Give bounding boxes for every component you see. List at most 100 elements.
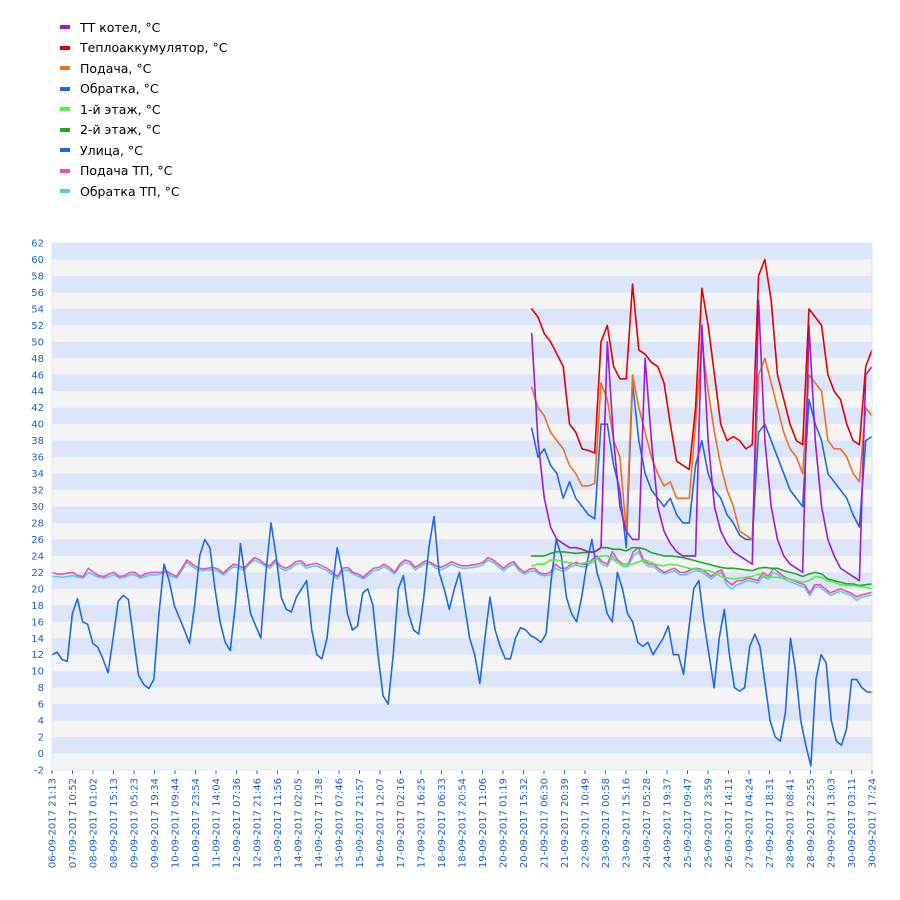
x-tick-label: 10-09-2017 23:54 bbox=[191, 778, 202, 868]
y-tick-label: 36 bbox=[31, 453, 44, 464]
legend-label: 1-й этаж, °С bbox=[80, 101, 161, 117]
legend-item: Теплоаккумулятор, °С bbox=[60, 38, 227, 59]
legend-label: Обратка, °С bbox=[80, 81, 159, 97]
grid-band bbox=[52, 243, 872, 260]
chart-legend: ТТ котел, °С Теплоаккумулятор, °С Подача, … bbox=[60, 17, 227, 202]
x-tick-label: 18-09-2017 20:54 bbox=[458, 778, 469, 868]
y-tick-label: 0 bbox=[38, 749, 44, 760]
grid-band bbox=[52, 737, 872, 754]
y-tick-label: 56 bbox=[31, 288, 44, 299]
x-tick-label: 21-09-2017 20:39 bbox=[560, 778, 571, 868]
y-tick-label: 24 bbox=[31, 551, 44, 562]
y-tick-label: 34 bbox=[31, 469, 44, 480]
series-line bbox=[530, 299, 873, 582]
legend-label: Обратка ТП, °С bbox=[80, 183, 180, 199]
legend-label: Подача, °С bbox=[80, 60, 152, 76]
y-tick-label: 14 bbox=[31, 634, 44, 645]
x-tick-label: 23-09-2017 00:58 bbox=[601, 778, 612, 868]
x-tick-label: 08-09-2017 15:13 bbox=[109, 778, 120, 868]
legend-item: Подача ТП, °С bbox=[60, 161, 227, 182]
y-tick-label: 20 bbox=[31, 584, 44, 595]
x-tick-label: 30-09-2017 17:24 bbox=[868, 778, 879, 868]
x-tick-label: 27-09-2017 18:31 bbox=[765, 778, 776, 868]
legend-item: ТТ котел, °С bbox=[60, 17, 227, 38]
series-line bbox=[51, 546, 873, 598]
series-line bbox=[530, 382, 873, 549]
x-tick-label: 18-09-2017 06:33 bbox=[437, 778, 448, 868]
y-tick-label: 54 bbox=[31, 304, 44, 315]
x-tick-label: 09-09-2017 05:23 bbox=[130, 778, 141, 868]
legend-swatch bbox=[60, 45, 70, 50]
x-tick-label: 25-09-2017 23:59 bbox=[704, 778, 715, 868]
series-line bbox=[51, 515, 873, 767]
grid-band bbox=[52, 539, 872, 556]
legend-item: Улица, °С bbox=[60, 140, 227, 161]
legend-swatch bbox=[60, 86, 70, 91]
y-tick-label: 26 bbox=[31, 535, 44, 546]
x-tick-label: 12-09-2017 07:36 bbox=[232, 778, 243, 868]
y-tick-label: 8 bbox=[38, 683, 44, 694]
y-tick-label: 62 bbox=[31, 239, 44, 250]
y-tick-label: 2 bbox=[38, 733, 44, 744]
x-tick-label: 28-09-2017 08:41 bbox=[786, 778, 797, 868]
y-tick-label: 58 bbox=[31, 271, 44, 282]
y-tick-label: 18 bbox=[31, 601, 44, 612]
y-axis: -202468101214161820222426283032343638404… bbox=[31, 239, 44, 777]
x-tick-label: 12-09-2017 21:46 bbox=[253, 778, 264, 868]
grid-band bbox=[52, 275, 872, 293]
y-tick-label: 48 bbox=[31, 354, 44, 365]
y-tick-label: 42 bbox=[31, 403, 44, 414]
x-tick-label: 30-09-2017 03:11 bbox=[847, 778, 858, 868]
grid-band bbox=[52, 308, 872, 326]
x-axis: 06-09-2017 21:13 07-09-2017 10:52 08-09-20… bbox=[48, 769, 879, 868]
x-tick-label: 15-09-2017 07:46 bbox=[335, 778, 346, 868]
x-tick-label: 25-09-2017 09:47 bbox=[683, 778, 694, 868]
x-tick-label: 20-09-2017 15:32 bbox=[519, 778, 530, 868]
y-tick-label: 22 bbox=[31, 568, 44, 579]
y-tick-label: 46 bbox=[31, 370, 44, 381]
x-tick-label: 16-09-2017 12:07 bbox=[376, 778, 387, 868]
legend-swatch bbox=[60, 66, 70, 71]
x-tick-label: 29-09-2017 13:03 bbox=[827, 778, 838, 868]
grid-band bbox=[52, 440, 872, 458]
legend-item: 1-й этаж, °С bbox=[60, 99, 227, 120]
x-tick-label: 17-09-2017 02:16 bbox=[396, 778, 407, 868]
grid-band bbox=[52, 671, 872, 688]
grid-band bbox=[52, 506, 872, 523]
x-tick-label: 07-09-2017 10:52 bbox=[68, 778, 79, 868]
x-tick-label: 06-09-2017 21:13 bbox=[48, 778, 59, 868]
y-tick-label: 50 bbox=[31, 337, 44, 348]
y-tick-label: 10 bbox=[31, 667, 44, 678]
x-tick-label: 23-09-2017 15:16 bbox=[622, 778, 633, 868]
x-tick-label: 27-09-2017 04:24 bbox=[745, 778, 756, 868]
y-tick-label: 40 bbox=[31, 420, 44, 431]
x-tick-label: 22-09-2017 10:49 bbox=[581, 778, 592, 868]
grid-band bbox=[52, 341, 872, 359]
y-tick-label: 6 bbox=[38, 700, 44, 711]
x-tick-label: 08-09-2017 01:02 bbox=[89, 778, 100, 868]
grid-band bbox=[52, 572, 872, 589]
y-tick-label: 4 bbox=[38, 716, 44, 727]
y-tick-label: 60 bbox=[31, 255, 44, 266]
y-tick-label: -2 bbox=[34, 766, 44, 777]
legend-label: Теплоаккумулятор, °С bbox=[80, 40, 228, 56]
series-lines bbox=[51, 258, 873, 767]
series-line bbox=[530, 555, 873, 590]
y-tick-label: 38 bbox=[31, 436, 44, 447]
x-tick-label: 21-09-2017 06:30 bbox=[540, 778, 551, 868]
grid-band bbox=[52, 374, 872, 392]
grid-band bbox=[52, 605, 872, 622]
x-tick-label: 20-09-2017 01:19 bbox=[499, 778, 510, 868]
y-tick-label: 30 bbox=[31, 502, 44, 513]
y-tick-label: 28 bbox=[31, 518, 44, 529]
grid-band bbox=[52, 473, 872, 491]
x-tick-label: 17-09-2017 16:25 bbox=[417, 778, 428, 868]
x-tick-label: 14-09-2017 02:05 bbox=[294, 778, 305, 868]
y-tick-label: 44 bbox=[31, 387, 44, 398]
legend-swatch bbox=[60, 25, 70, 30]
grid-band bbox=[52, 407, 872, 425]
x-tick-label: 13-09-2017 11:56 bbox=[273, 778, 284, 868]
series-line bbox=[530, 258, 873, 471]
legend-item: 2-й этаж, °С bbox=[60, 120, 227, 141]
series-line bbox=[51, 550, 873, 602]
